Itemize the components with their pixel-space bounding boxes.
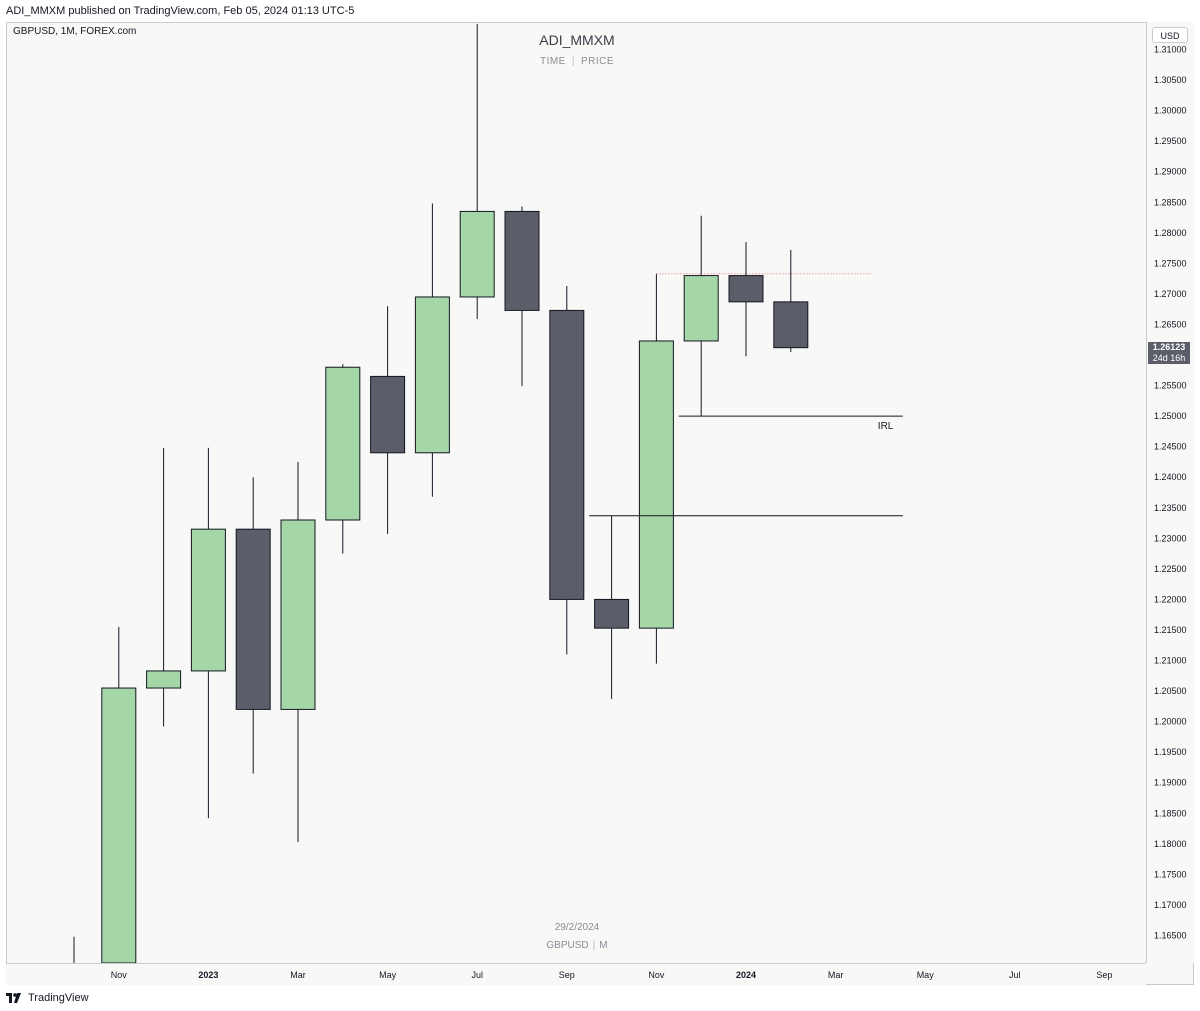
candle-bull-body <box>414 296 450 454</box>
level-label: IRL <box>878 421 894 432</box>
price-tick-label: 1.29000 <box>1154 167 1187 177</box>
price-tick-label: 1.21500 <box>1154 625 1187 635</box>
time-tick-label: Mar <box>828 970 844 980</box>
candle-bear-body <box>235 528 271 710</box>
watermark-sub-left: TIME <box>539 56 566 67</box>
price-tick-label: 1.28000 <box>1154 228 1187 238</box>
candle-bull-body <box>101 687 137 963</box>
candle-bull-body <box>190 528 226 672</box>
price-tick-label: 1.29500 <box>1154 136 1187 146</box>
price-tick-label: 1.25500 <box>1154 381 1187 391</box>
watermark-sub-right: PRICE <box>580 56 615 67</box>
price-tick-label: 1.24000 <box>1154 472 1187 482</box>
time-tick-label: 2023 <box>198 970 218 980</box>
candle-bull-body <box>325 366 361 521</box>
time-tick-label: Sep <box>559 970 575 980</box>
price-tick-label: 1.22000 <box>1154 594 1187 604</box>
watermark-subtitle: TIME | PRICE <box>507 56 647 67</box>
price-tick-label: 1.17000 <box>1154 900 1187 910</box>
candle-bull-body <box>146 670 182 689</box>
bar-countdown: 24d 16h <box>1152 353 1186 363</box>
currency-label[interactable]: USD <box>1152 27 1188 43</box>
current-price-value: 1.26123 <box>1152 342 1186 352</box>
time-tick-label: 2024 <box>736 970 756 980</box>
price-tick-label: 1.26500 <box>1154 319 1187 329</box>
price-tick-label: 1.27000 <box>1154 289 1187 299</box>
watermark-title: ADI_MMXM <box>539 32 615 48</box>
price-tick-label: 1.18500 <box>1154 808 1187 818</box>
time-axis-labels: Nov 2023 Mar May Jul Sep Nov 2024 Mar May Jul Sep <box>111 970 1113 980</box>
price-tick-label: 1.19000 <box>1154 778 1187 788</box>
watermark-bottom-interval: M <box>599 940 608 951</box>
watermark-sub-separator: | <box>571 56 575 67</box>
time-tick-label: May <box>379 970 397 980</box>
candle-bull-body <box>638 340 674 629</box>
price-tick-label: 1.30000 <box>1154 106 1187 116</box>
price-axis[interactable]: 1.31000 1.30500 1.30000 1.29500 1.29000 1.285… <box>1146 22 1194 963</box>
price-tick-label: 1.22500 <box>1154 564 1187 574</box>
price-tick-label: 1.20500 <box>1154 686 1187 696</box>
time-tick-label: Jul <box>471 970 483 980</box>
symbol-legend[interactable]: GBPUSD, 1M, FOREX.com <box>13 26 137 37</box>
candlestick-chart[interactable]: IRL <box>6 22 1146 963</box>
candle-bear-body <box>773 301 809 349</box>
watermark-bottom-symbol: GBPUSD | M <box>527 940 627 951</box>
watermark-bottom-ticker: GBPUSD <box>546 940 589 951</box>
price-tick-label: 1.30500 <box>1154 75 1187 85</box>
price-tick-label: 1.23500 <box>1154 503 1187 513</box>
price-tick-label: 1.21000 <box>1154 656 1187 666</box>
price-tick-label: 1.25000 <box>1154 411 1187 421</box>
time-axis[interactable]: Nov 2023 Mar May Jul Sep Nov 2024 Mar May Jul Sep <box>6 963 1146 985</box>
candle-bear-body <box>549 309 585 600</box>
price-tick-label: 1.16500 <box>1154 931 1187 941</box>
time-tick-label: Sep <box>1096 970 1112 980</box>
time-tick-label: May <box>917 970 935 980</box>
time-tick-label: Mar <box>290 970 306 980</box>
candle-bear-body <box>594 598 630 629</box>
watermark-bottom-separator: | <box>592 940 596 951</box>
price-tick-label: 1.27500 <box>1154 258 1187 268</box>
candle-bull-body <box>280 519 316 710</box>
price-axis-labels: 1.31000 1.30500 1.30000 1.29500 1.29000 1.285… <box>1154 44 1187 941</box>
time-tick-label: Nov <box>648 970 665 980</box>
watermark-bottom-date: 29/2/2024 <box>554 922 600 933</box>
price-tick-label: 1.31000 <box>1154 44 1187 54</box>
price-tick-label: 1.20000 <box>1154 717 1187 727</box>
publish-header: ADI_MMXM published on TradingView.com, F… <box>0 0 1200 22</box>
price-tick-label: 1.28500 <box>1154 197 1187 207</box>
published-text: ADI_MMXM published on TradingView.com, F… <box>6 5 355 17</box>
tradingview-logo-icon <box>6 993 21 1003</box>
candle-bear-body <box>504 210 540 311</box>
candle-bear-body <box>370 375 406 454</box>
tradingview-brand: TradingView <box>28 992 89 1004</box>
time-tick-label: Jul <box>1009 970 1021 980</box>
current-price-tag: 1.26123 24d 16h <box>1148 342 1190 364</box>
price-tick-label: 1.17500 <box>1154 869 1187 879</box>
price-tick-label: 1.24500 <box>1154 442 1187 452</box>
candle-bull-body <box>683 275 719 342</box>
candle-bear-body <box>728 275 764 303</box>
candle-bull-body <box>459 210 495 298</box>
price-tick-label: 1.23000 <box>1154 533 1187 543</box>
price-tick-label: 1.18000 <box>1154 839 1187 849</box>
chart-frame[interactable] <box>6 22 1194 985</box>
price-tick-label: 1.19500 <box>1154 747 1187 757</box>
time-tick-label: Nov <box>111 970 128 980</box>
footer: TradingView <box>6 990 89 1006</box>
